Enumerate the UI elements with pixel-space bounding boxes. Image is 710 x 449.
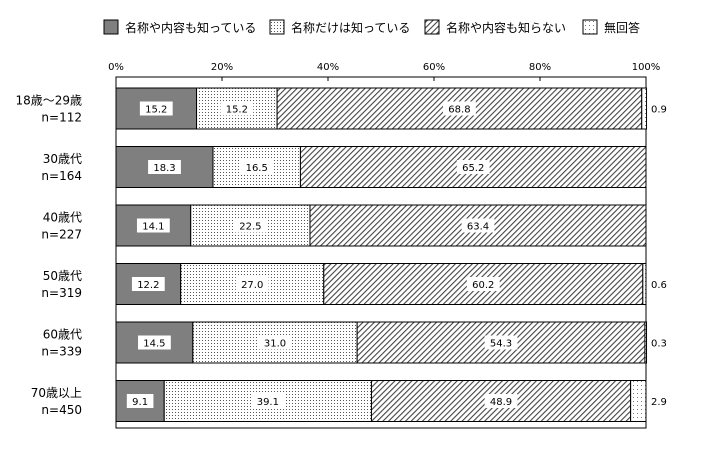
data-label-bg [443,101,476,116]
x-tick-label: 40% [317,62,339,73]
category-label: 18歳～29歳 [15,94,82,108]
data-label: 0.9 [651,105,667,116]
legend-swatch-1 [269,19,285,35]
bar-segment [642,263,647,305]
data-label: 65.2 [462,163,484,174]
data-label: 68.8 [448,105,470,116]
data-label: 63.4 [467,222,489,233]
data-label-bg [251,394,285,408]
data-label-bg [484,394,518,408]
data-label: 27.0 [241,280,263,291]
data-label-bg [456,160,490,174]
category-label: 40歳代 [43,211,82,225]
legend-swatch-3 [582,19,598,35]
data-label: 39.1 [257,397,279,408]
x-tick-label: 20% [211,62,233,73]
sample-size-label: n=227 [41,228,82,242]
legend-label-2: 名称や内容も知らない [446,20,566,35]
data-label-bg [240,160,274,174]
data-label: 15.2 [145,105,167,116]
data-label-bg [126,394,154,408]
data-label-bg [220,101,254,116]
data-label: 31.0 [264,339,286,350]
data-label: 0.6 [651,280,667,291]
data-label-bg [139,101,173,116]
data-label: 2.9 [651,397,667,408]
category-label: 70歳以上 [31,386,82,400]
data-label-bg [461,218,495,233]
data-label-bg [235,277,269,291]
x-axis: 0% 20% 40% 60% 80% 100% [108,62,661,429]
category-label: 30歳代 [43,152,82,166]
data-label: 22.5 [239,222,261,233]
bar-segment [641,87,648,130]
bars: 18歳～29歳 n=112 15.2 15.2 68.8 0.9 30歳代 n=164 18.3… [15,87,667,422]
data-label: 9.1 [132,397,148,408]
plot-frame [115,76,647,429]
data-label-bg [258,335,292,350]
x-tick-label: 60% [423,62,445,73]
data-label-bg [138,335,171,350]
data-label: 48.9 [490,397,512,408]
legend-label-1: 名称だけは知っている [291,20,410,35]
x-tick-label: 80% [529,62,551,73]
sample-size-label: n=450 [41,403,82,417]
data-label: 16.5 [246,163,268,174]
x-tick-label: 0% [108,62,124,73]
data-label-bg [148,160,181,174]
sample-size-label: n=164 [41,169,82,183]
sample-size-label: n=339 [41,345,82,359]
category-label: 50歳代 [43,269,82,283]
data-label: 54.3 [490,339,512,350]
legend: 名称や内容も知っている 名称だけは知っている 名称や内容も知らない 無回答 [103,19,640,35]
legend-label-3: 無回答 [604,20,640,35]
data-label: 60.2 [472,280,494,291]
data-label: 12.2 [137,280,159,291]
x-tick-label: 100% [632,62,661,73]
bar-segment [630,380,647,422]
legend-swatch-0 [103,19,119,35]
data-label: 15.2 [226,105,248,116]
data-label-bg [136,218,170,233]
legend-label-0: 名称や内容も知っている [125,20,256,35]
data-label: 18.3 [153,163,175,174]
sample-size-label: n=112 [41,111,82,125]
data-label-bg [233,218,267,233]
category-label: 60歳代 [43,328,82,342]
data-label: 0.3 [651,339,667,350]
data-label: 14.1 [142,222,164,233]
data-label-bg [484,335,518,350]
legend-swatch-2 [424,19,440,35]
data-label-bg [131,277,165,291]
data-label: 14.5 [143,339,165,350]
sample-size-label: n=319 [41,286,82,300]
data-label-bg [466,277,500,291]
bar-segment [644,321,648,364]
